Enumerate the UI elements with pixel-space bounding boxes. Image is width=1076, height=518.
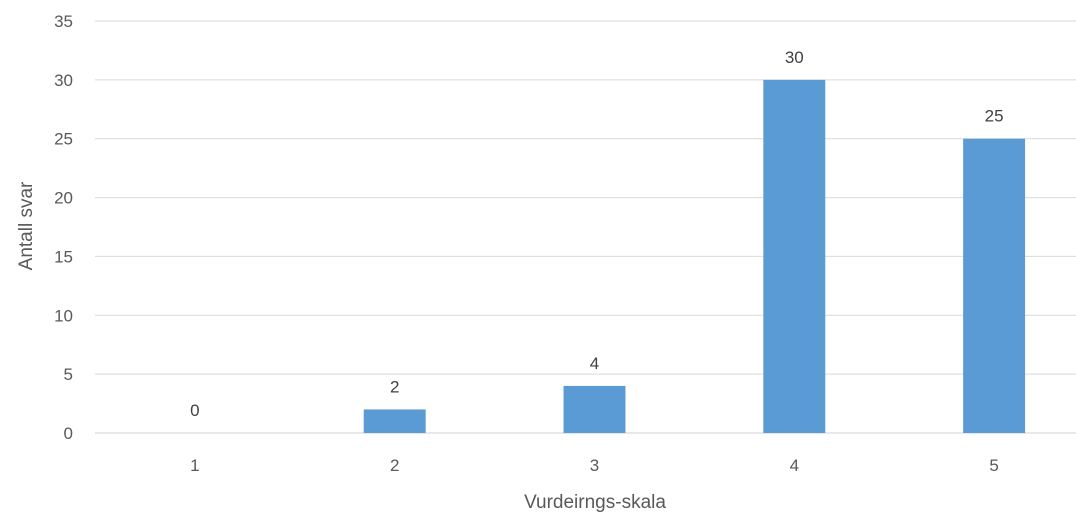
y-tick-label: 20 <box>54 189 73 208</box>
y-tick-label: 5 <box>64 365 73 384</box>
x-tick-label-3: 3 <box>590 456 599 475</box>
y-axis-ticks: 0 5 10 15 20 25 30 35 <box>54 12 73 443</box>
bar-2 <box>363 409 426 433</box>
x-tick-label-1: 1 <box>190 456 199 475</box>
y-axis-title: Antall svar <box>16 181 37 270</box>
data-label-5: 25 <box>985 107 1004 126</box>
x-tick-label-4: 4 <box>790 456 799 475</box>
y-tick-label: 10 <box>54 306 73 325</box>
data-label-3: 4 <box>590 354 599 373</box>
y-tick-label: 30 <box>54 71 73 90</box>
x-tick-label-2: 2 <box>390 456 399 475</box>
data-label-2: 2 <box>390 377 399 396</box>
y-tick-label: 0 <box>64 424 73 443</box>
x-axis-ticks: 1 2 3 4 5 <box>190 456 999 475</box>
bar-3 <box>563 385 626 433</box>
data-labels: 0 2 4 30 25 <box>190 48 1003 420</box>
gridlines <box>95 20 1076 434</box>
x-axis-title: Vurdeirngs-skala <box>524 492 666 513</box>
data-label-4: 30 <box>785 48 804 67</box>
y-tick-label: 35 <box>54 12 73 31</box>
x-tick-label-5: 5 <box>989 456 998 475</box>
bar-4 <box>763 79 826 433</box>
bar-5 <box>963 138 1026 433</box>
bars <box>363 79 1026 433</box>
y-tick-label: 25 <box>54 130 73 149</box>
y-tick-label: 15 <box>54 247 73 266</box>
data-label-1: 0 <box>190 401 199 420</box>
